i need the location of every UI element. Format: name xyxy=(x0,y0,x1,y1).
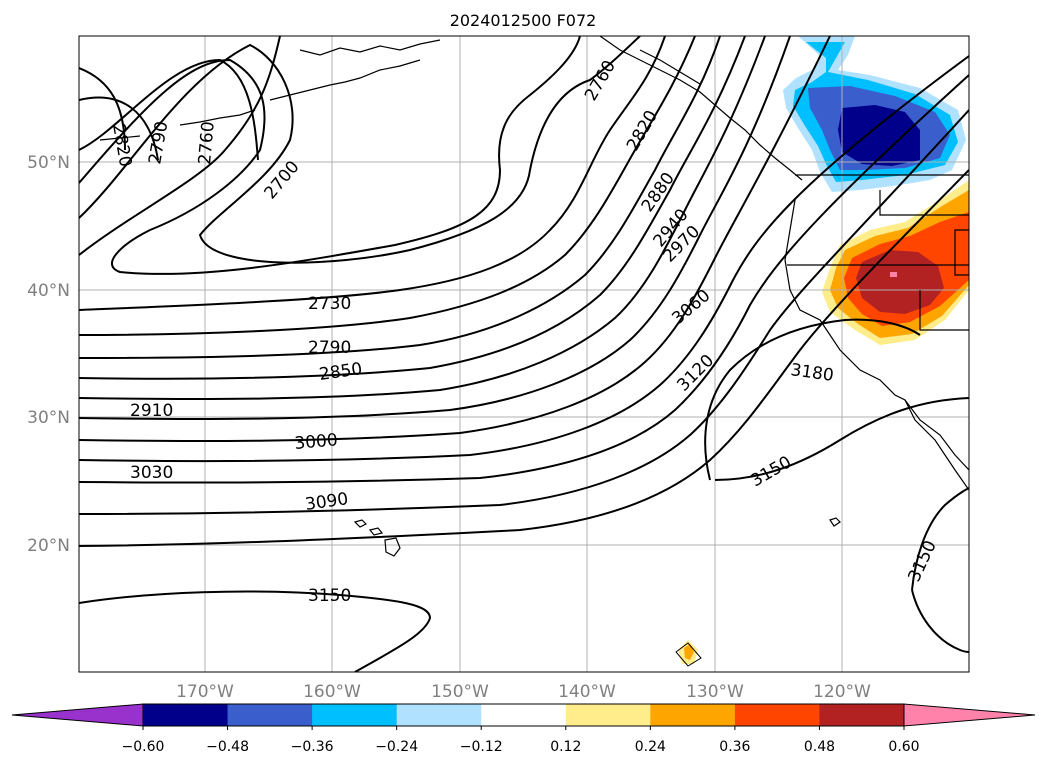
positive-anomaly-area xyxy=(822,180,969,345)
colorbar-extend-high xyxy=(903,703,1036,727)
colorbar-segment xyxy=(734,704,820,726)
colorbar-tick-label: −0.24 xyxy=(375,739,418,755)
contour-label: 2730 xyxy=(308,294,351,314)
contour-label: 3150 xyxy=(308,586,351,606)
colorbar-ticks: −0.60 −0.48 −0.36 −0.24 −0.12 0.12 0.24 0.36 0.4… xyxy=(122,726,920,755)
colorbar-tick-label: −0.36 xyxy=(291,739,334,755)
lon-label: 130°W xyxy=(686,682,744,702)
lon-label: 150°W xyxy=(431,682,489,702)
colorbar-tick-label: −0.48 xyxy=(206,739,249,755)
lat-label: 30°N xyxy=(27,408,70,428)
negative-anomaly-area xyxy=(783,36,966,192)
lat-label: 50°N xyxy=(27,153,70,173)
contour-label: 2910 xyxy=(130,401,173,421)
colorbar-segment xyxy=(565,704,651,726)
contour-label: 2760 xyxy=(195,121,219,166)
contour-label: 2790 xyxy=(308,338,351,358)
colorbar-segment xyxy=(481,704,567,726)
lon-label: 160°W xyxy=(303,682,361,702)
contour-label: 3030 xyxy=(130,463,173,483)
lon-label: 140°W xyxy=(558,682,616,702)
colorbar-tick-label: 0.24 xyxy=(635,739,666,755)
map-frame xyxy=(78,35,970,673)
lat-label: 20°N xyxy=(27,536,70,556)
latitude-labels: 50°N 40°N 30°N 20°N xyxy=(27,153,70,556)
colorbar-tick-label: 0.12 xyxy=(550,739,581,755)
gridlines xyxy=(79,36,969,672)
longitude-labels: 170°W 160°W 150°W 140°W 130°W 120°W xyxy=(176,682,871,702)
colorbar-segment xyxy=(143,704,229,726)
contour-label: 3000 xyxy=(294,430,339,454)
colorbar xyxy=(11,703,1036,727)
colorbar-tick-label: −0.60 xyxy=(122,739,165,755)
colorbar-segment xyxy=(650,704,736,726)
lon-label: 170°W xyxy=(176,682,234,702)
colorbar-frame xyxy=(142,703,905,727)
colorbar-segment xyxy=(312,704,398,726)
colorbar-tick-label: 0.36 xyxy=(719,739,750,755)
colorbar-segment xyxy=(227,704,313,726)
colorbar-segment xyxy=(396,704,482,726)
map-title: 2024012500 F072 xyxy=(450,11,597,30)
colorbar-tick-label: −0.12 xyxy=(460,739,503,755)
lon-label: 120°W xyxy=(813,682,871,702)
height-contours xyxy=(79,36,969,672)
small-positive-blob xyxy=(675,640,702,667)
colorbar-tick-label: 0.60 xyxy=(888,739,919,755)
colorbar-segment xyxy=(819,704,905,726)
colorbar-extend-low xyxy=(11,703,144,727)
lat-label: 40°N xyxy=(27,281,70,301)
coastlines xyxy=(99,36,969,557)
colorbar-tick-label: 0.48 xyxy=(804,739,835,755)
